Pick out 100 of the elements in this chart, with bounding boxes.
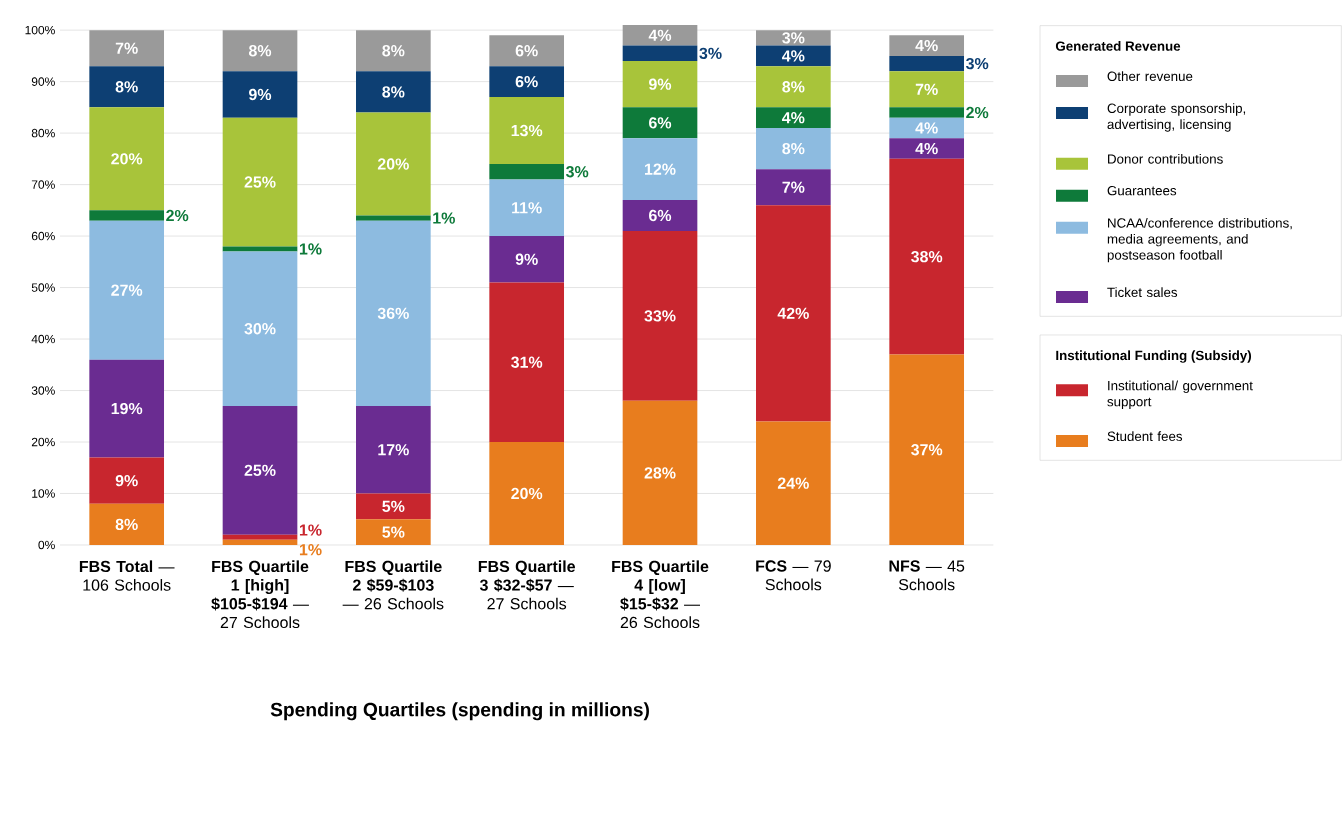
x-tick-label: FBS Quartile 4 [low] $15-$32 — 26 Schools: [612, 560, 709, 629]
data-label: 8%: [115, 81, 138, 93]
bar: [89, 66, 165, 108]
data-label: 1%: [433, 212, 455, 224]
bar: [356, 112, 431, 216]
y-tick-label: 60%: [31, 231, 55, 241]
data-label: 28%: [644, 467, 676, 479]
legend-label: Corporate sponsorship, advertising, licensing: [1107, 103, 1246, 132]
data-label: 6%: [515, 45, 538, 57]
bar: [356, 519, 431, 545]
data-label: 2%: [966, 106, 989, 119]
bar: [489, 66, 565, 98]
data-label: 3%: [699, 47, 722, 59]
bar: [622, 24, 698, 46]
bar: [622, 45, 698, 62]
bar: [756, 169, 831, 206]
bar: [622, 138, 698, 201]
bar: [889, 354, 965, 545]
data-label: 4%: [915, 122, 938, 134]
data-label: 4%: [915, 39, 938, 52]
bar: [222, 246, 298, 252]
legend-title: Generated Revenue: [1055, 41, 1181, 51]
data-label: 12%: [645, 163, 676, 175]
y-tick-label: 50%: [31, 283, 55, 292]
bar: [489, 97, 565, 164]
bar: [756, 205, 831, 422]
bar: [489, 282, 565, 443]
bar: [756, 45, 831, 67]
bar: [89, 210, 165, 221]
y-tick-label: 30%: [31, 386, 55, 395]
bar: [222, 117, 298, 247]
y-tick-label: 80%: [31, 128, 55, 138]
bar: [889, 55, 965, 72]
bar: [889, 158, 965, 355]
data-label: 20%: [377, 158, 409, 170]
bar: [889, 35, 965, 56]
legend-label: NCAA/conference distributions, media agreements, and postseason football: [1107, 217, 1292, 263]
x-tick-label: FBS Quartile 1 [high] $105-$194 — 27 Schools: [211, 560, 309, 629]
data-label: 9%: [649, 78, 672, 90]
bar: [89, 30, 165, 67]
x-tick-label: FBS Total — 106 Schools: [79, 560, 175, 591]
data-label: 38%: [911, 251, 943, 263]
data-label: 25%: [244, 464, 276, 476]
bar: [889, 107, 965, 118]
data-label: 6%: [515, 75, 538, 88]
bar: [489, 442, 565, 545]
y-tick-label: 10%: [32, 489, 55, 498]
data-label: 30%: [244, 323, 276, 335]
x-tick-label: FBS Quartile 2 $59-$103 — 26 Schools: [342, 560, 444, 610]
data-label: 4%: [648, 29, 672, 41]
data-label: 3%: [965, 57, 989, 70]
x-axis-title: Spending Quartiles (spending in millions): [270, 702, 649, 721]
data-label: 1%: [299, 243, 322, 255]
y-tick-label: 90%: [31, 77, 55, 86]
data-label: 3%: [782, 32, 805, 44]
bar: [756, 66, 831, 108]
data-label: 1%: [299, 544, 322, 556]
data-label: 13%: [511, 124, 543, 137]
data-label: 5%: [382, 526, 405, 538]
bar: [222, 71, 298, 118]
data-label: 8%: [382, 45, 405, 57]
y-tick-label: 100%: [25, 25, 55, 35]
legend-label: Other revenue: [1107, 71, 1193, 82]
data-label: 1%: [299, 524, 322, 536]
bar: [622, 400, 698, 545]
data-label: 4%: [782, 50, 805, 62]
data-label: 24%: [777, 477, 809, 489]
bar: [622, 230, 698, 401]
data-label: 4%: [915, 142, 938, 155]
data-label: 5%: [382, 500, 405, 513]
data-label: 19%: [111, 402, 143, 415]
x-tick-label: NFS — 45 Schools: [889, 560, 965, 591]
bar: [756, 30, 831, 46]
bar: [89, 503, 165, 545]
bar: [89, 457, 165, 504]
bar: [489, 179, 565, 237]
data-label: 8%: [782, 81, 805, 93]
bar: [756, 421, 831, 545]
data-label: 8%: [248, 45, 272, 57]
legend-label: Institutional/ government support: [1107, 380, 1253, 409]
bar: [356, 215, 431, 221]
text: Institutional Funding (Subsidy): [1056, 350, 1252, 363]
legend-label: Ticket sales: [1107, 287, 1178, 298]
bar: [489, 35, 565, 67]
bar: [222, 30, 298, 72]
bar: [889, 117, 965, 139]
bar: [222, 539, 298, 545]
bar: [756, 107, 831, 128]
data-label: 7%: [782, 181, 805, 193]
data-label: 6%: [649, 209, 672, 222]
data-label: 25%: [244, 176, 276, 188]
data-label: 7%: [115, 42, 138, 54]
bar: [222, 251, 298, 406]
data-label: 20%: [511, 487, 543, 500]
data-label: 33%: [644, 310, 676, 322]
x-tick-label: FBS Quartile 3 $32-$57 — 27 Schools: [478, 560, 576, 610]
data-label: 9%: [249, 88, 272, 101]
bar: [356, 30, 431, 72]
bar: [622, 107, 698, 139]
bar: [356, 71, 431, 113]
